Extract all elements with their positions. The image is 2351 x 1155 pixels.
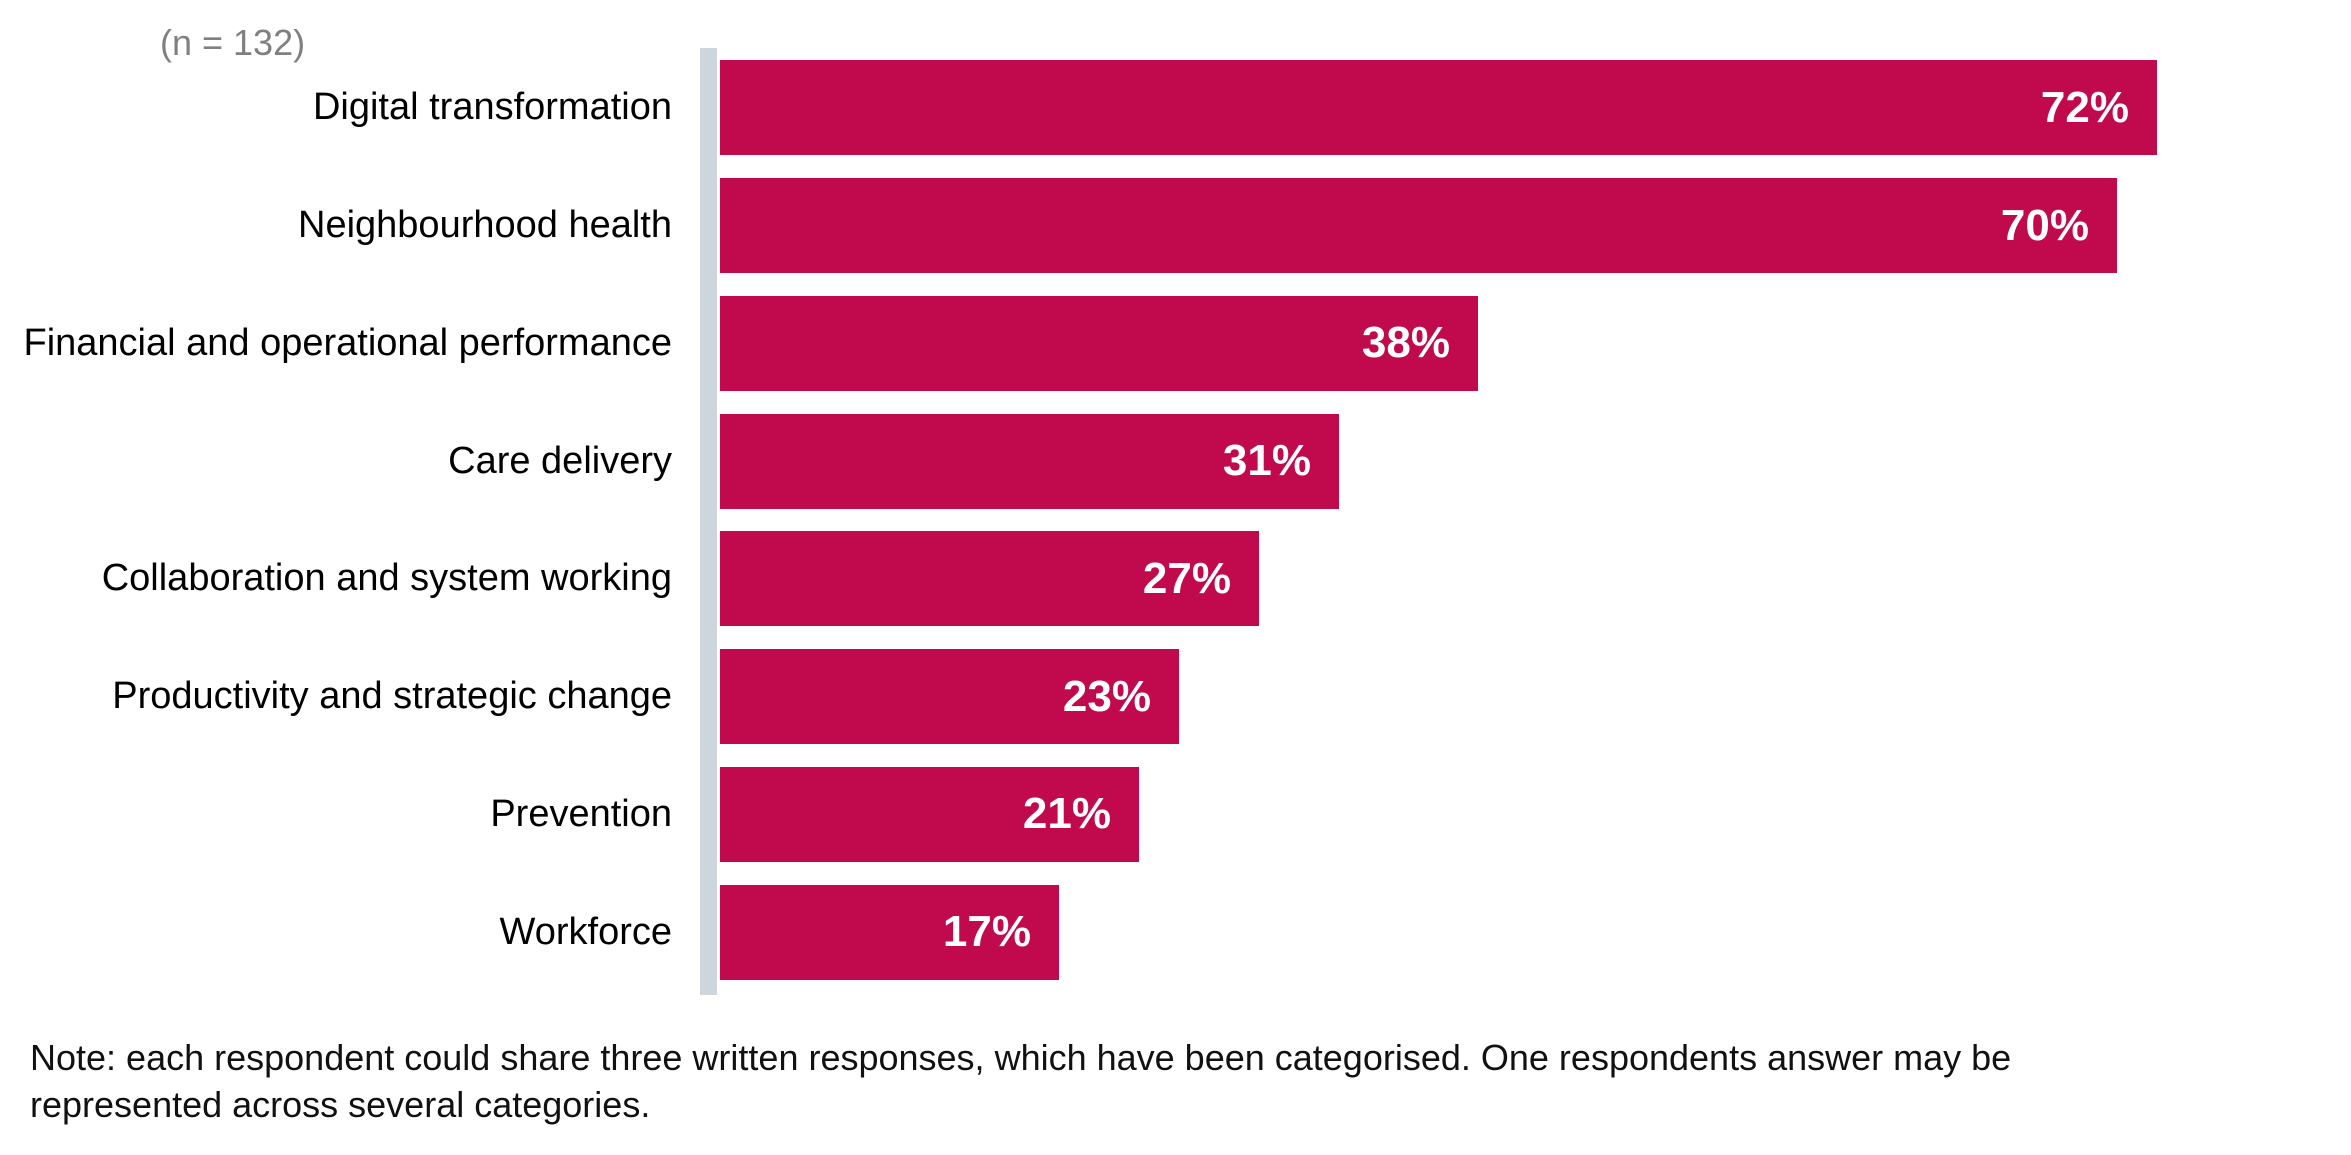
category-label: Workforce (499, 910, 672, 953)
bar: 70% (720, 178, 2117, 274)
category-label: Digital transformation (312, 86, 672, 129)
category-label: Productivity and strategic change (112, 675, 672, 718)
category-label: Collaboration and system working (101, 557, 672, 600)
bar-value-label: 70% (2000, 200, 2089, 250)
bar-row: Workforce 17% (0, 873, 2351, 991)
bar-row: Financial and operational performance 38… (0, 285, 2351, 403)
bar: 21% (720, 766, 1139, 862)
bar-row: Neighbourhood health 70% (0, 167, 2351, 285)
bar: 31% (720, 413, 1339, 509)
footnote-text: Note: each respondent could share three … (30, 1037, 2012, 1125)
bar: 27% (720, 531, 1259, 627)
bar-value-label: 31% (1222, 436, 1311, 486)
category-label: Prevention (490, 792, 672, 835)
bar-value-label: 72% (2040, 82, 2129, 132)
bar-row: Prevention 21% (0, 756, 2351, 874)
category-label: Financial and operational performance (23, 321, 672, 364)
bar-row: Productivity and strategic change 23% (0, 638, 2351, 756)
category-axis-line (700, 48, 717, 995)
bar-value-label: 38% (1361, 318, 1450, 368)
bar-value-label: 21% (1022, 789, 1111, 839)
category-label: Care delivery (448, 439, 672, 482)
sample-size-label: (n = 132) (160, 22, 306, 63)
bar: 38% (720, 295, 1478, 391)
bar-row: Care delivery 31% (0, 402, 2351, 520)
bar-value-label: 17% (942, 907, 1031, 957)
bar: 17% (720, 884, 1059, 980)
bar: 23% (720, 649, 1179, 745)
bar-rows: Digital transformation 72% Neighbourhood… (0, 49, 2351, 991)
category-label: Neighbourhood health (298, 204, 672, 247)
bar-value-label: 27% (1142, 553, 1231, 603)
bar: 72% (720, 60, 2157, 156)
bar-row: Collaboration and system working 27% (0, 520, 2351, 638)
bar-row: Digital transformation 72% (0, 49, 2351, 167)
bar-value-label: 23% (1062, 671, 1151, 721)
